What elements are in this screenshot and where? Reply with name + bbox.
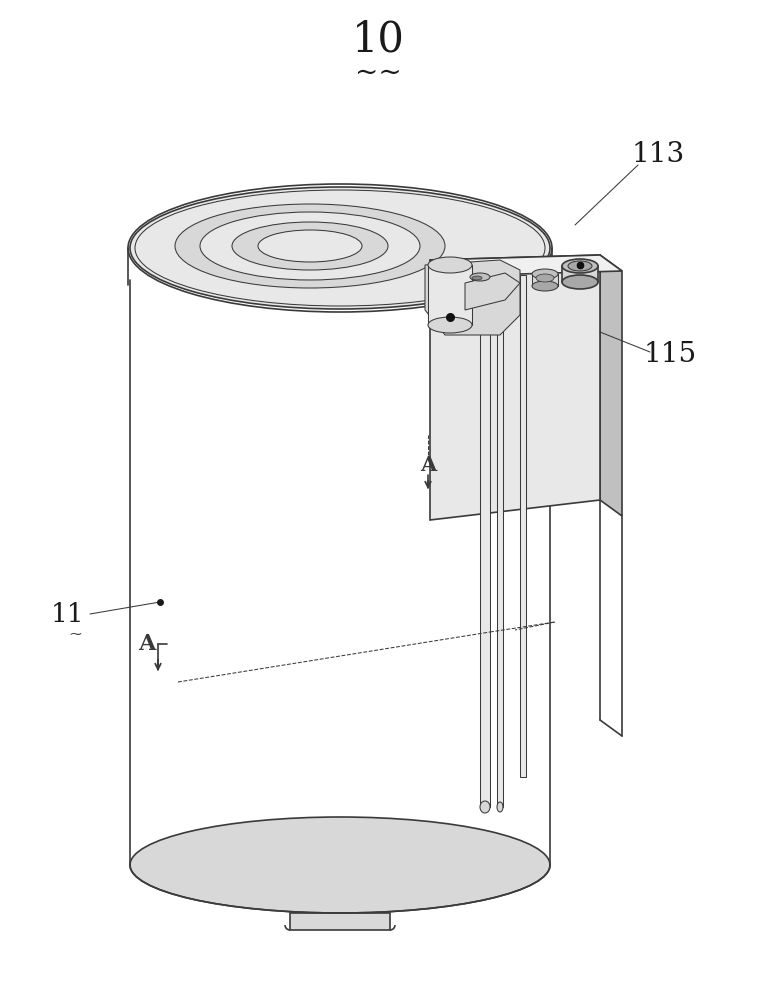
Text: 11: 11	[51, 602, 85, 628]
Text: 10: 10	[351, 19, 404, 61]
Ellipse shape	[200, 212, 420, 280]
Polygon shape	[430, 255, 600, 520]
Ellipse shape	[258, 230, 362, 262]
Polygon shape	[497, 285, 503, 807]
Text: A: A	[138, 633, 155, 655]
Polygon shape	[562, 266, 598, 282]
Polygon shape	[425, 260, 520, 335]
Text: 113: 113	[631, 141, 684, 168]
Ellipse shape	[536, 274, 554, 282]
Polygon shape	[430, 255, 622, 276]
Ellipse shape	[175, 204, 445, 288]
Polygon shape	[532, 274, 558, 286]
Ellipse shape	[562, 275, 598, 289]
Ellipse shape	[562, 259, 598, 273]
Text: ~: ~	[68, 626, 82, 643]
Polygon shape	[290, 913, 390, 930]
Ellipse shape	[472, 276, 482, 280]
Ellipse shape	[470, 273, 490, 281]
Ellipse shape	[532, 269, 558, 279]
Text: A: A	[420, 455, 436, 475]
Ellipse shape	[130, 187, 550, 309]
Text: ~~: ~~	[354, 60, 401, 87]
Text: 115: 115	[643, 342, 696, 368]
Ellipse shape	[497, 802, 503, 812]
Ellipse shape	[232, 222, 388, 270]
Ellipse shape	[568, 261, 592, 271]
Polygon shape	[600, 255, 622, 516]
Ellipse shape	[428, 317, 472, 333]
Ellipse shape	[135, 190, 545, 306]
Ellipse shape	[130, 817, 550, 913]
Ellipse shape	[480, 801, 490, 813]
Polygon shape	[520, 275, 526, 777]
Polygon shape	[465, 273, 520, 310]
Polygon shape	[480, 285, 490, 807]
Polygon shape	[130, 280, 550, 865]
Ellipse shape	[532, 281, 558, 291]
Polygon shape	[428, 265, 472, 325]
Ellipse shape	[428, 257, 472, 273]
